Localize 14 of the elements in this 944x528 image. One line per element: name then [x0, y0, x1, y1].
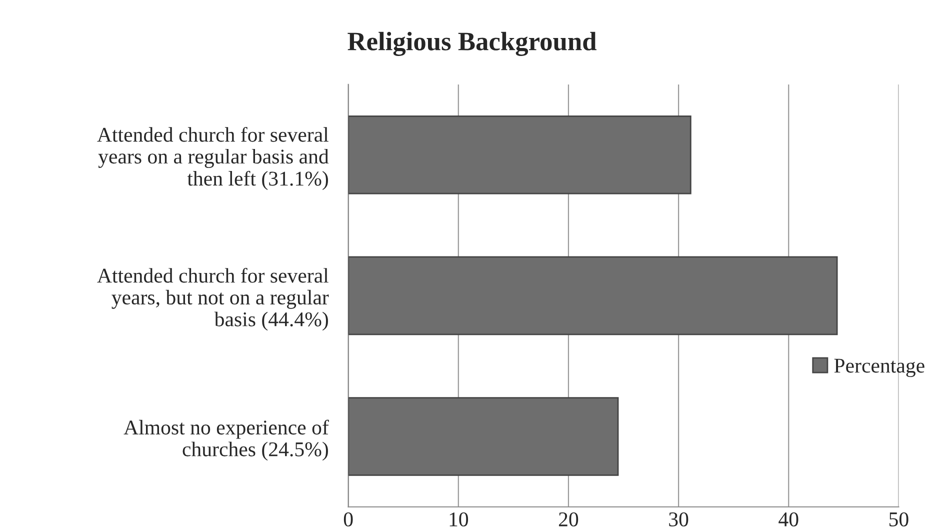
y-tick-label: Attended church for several years on a regular basis and then left (31.1%) — [97, 126, 329, 190]
x-tick-label: 30 — [669, 512, 688, 526]
bar — [348, 256, 838, 336]
bar — [348, 397, 619, 476]
legend-label: Percentage — [834, 358, 924, 378]
x-tick-label: 40 — [778, 512, 798, 526]
x-tick-label: 10 — [450, 512, 468, 526]
chart-title: Religious Background — [348, 32, 596, 56]
x-tick-label: 50 — [889, 512, 908, 526]
bar — [348, 115, 692, 194]
x-tick-label: 0 — [344, 512, 353, 526]
y-tick-label: Almost no experience of churches (24.5%) — [124, 420, 329, 461]
y-tick-label: Attended church for several years, but not on a regular basis (44.4%) — [97, 268, 329, 331]
x-tick-label: 20 — [558, 512, 578, 526]
